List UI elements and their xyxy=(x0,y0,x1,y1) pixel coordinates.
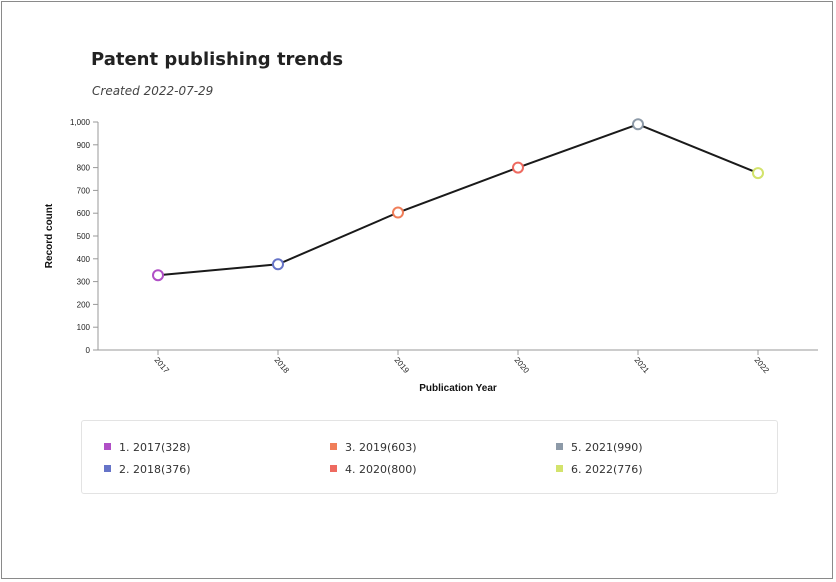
legend-label: 6. 2022(776) xyxy=(571,463,643,476)
data-point-2017[interactable] xyxy=(152,269,164,282)
legend-label: 2. 2018(376) xyxy=(119,463,191,476)
y-tick: 0 xyxy=(86,346,98,355)
y-tick-label: 600 xyxy=(77,209,91,218)
y-tick: 700 xyxy=(77,186,98,195)
legend-swatch xyxy=(104,443,111,450)
y-tick-label: 500 xyxy=(77,232,91,241)
legend: 1. 2017(328) 2. 2018(376) 3. 2019(603) 4. 2… xyxy=(81,420,778,494)
y-tick: 400 xyxy=(77,255,98,264)
legend-item-2017[interactable]: 1. 2017(328) xyxy=(104,441,191,454)
x-axis-ticks: 2017 2018 2019 2020 2021 2022 xyxy=(152,350,771,375)
y-tick: 500 xyxy=(77,232,98,241)
data-point-2018[interactable] xyxy=(272,258,284,271)
legend-item-2021[interactable]: 5. 2021(990) xyxy=(556,441,643,454)
legend-item-2022[interactable]: 6. 2022(776) xyxy=(556,463,643,476)
y-tick-label: 700 xyxy=(77,186,91,195)
data-point-2019[interactable] xyxy=(392,206,404,219)
y-axis-ticks: 0 100 200 300 400 500 600 700 800 900 1,000 xyxy=(70,118,98,355)
legend-item-2019[interactable]: 3. 2019(603) xyxy=(330,441,417,454)
y-tick: 100 xyxy=(77,323,98,332)
y-tick: 800 xyxy=(77,164,98,173)
x-tick-label: 2021 xyxy=(632,356,651,376)
x-axis: 2017 2018 2019 2020 2021 2022 Publication Yea… xyxy=(98,349,818,394)
y-axis-label: Record count xyxy=(44,203,55,268)
y-tick-label: 100 xyxy=(77,323,91,332)
legend-label: 4. 2020(800) xyxy=(345,463,417,476)
series-record-count xyxy=(152,118,764,282)
x-tick-label: 2018 xyxy=(272,356,291,376)
x-tick: 2018 xyxy=(272,350,291,375)
chart-title: Patent publishing trends xyxy=(91,49,344,70)
y-tick: 1,000 xyxy=(70,118,98,127)
x-tick: 2022 xyxy=(752,350,771,375)
y-tick-label: 300 xyxy=(77,278,91,287)
y-tick: 300 xyxy=(77,278,98,287)
legend-swatch xyxy=(556,465,563,472)
legend-item-2020[interactable]: 4. 2020(800) xyxy=(330,463,417,476)
line-chart: 0 100 200 300 400 500 600 700 800 900 1,000 Record… xyxy=(44,118,818,394)
data-point-2020[interactable] xyxy=(512,161,524,174)
y-tick-label: 0 xyxy=(86,346,91,355)
y-tick-label: 1,000 xyxy=(70,118,91,127)
legend-label: 3. 2019(603) xyxy=(345,441,417,454)
legend-label: 1. 2017(328) xyxy=(119,441,191,454)
legend-swatch xyxy=(556,443,563,450)
legend-item-2018[interactable]: 2. 2018(376) xyxy=(104,463,191,476)
x-tick: 2020 xyxy=(512,350,531,375)
series-line xyxy=(157,123,759,277)
data-point-2021[interactable] xyxy=(632,118,644,131)
x-tick: 2017 xyxy=(152,350,171,375)
x-axis-label: Publication Year xyxy=(419,383,497,394)
x-tick-label: 2022 xyxy=(752,356,771,376)
x-tick-label: 2019 xyxy=(392,356,411,376)
y-tick: 900 xyxy=(77,141,98,150)
legend-swatch xyxy=(330,465,337,472)
x-tick: 2021 xyxy=(632,350,651,375)
data-point-2022[interactable] xyxy=(752,167,764,180)
y-tick-label: 900 xyxy=(77,141,91,150)
y-tick-label: 400 xyxy=(77,255,91,264)
y-tick-label: 800 xyxy=(77,164,91,173)
legend-label: 5. 2021(990) xyxy=(571,441,643,454)
y-tick: 600 xyxy=(77,209,98,218)
x-tick: 2019 xyxy=(392,350,411,375)
x-tick-label: 2020 xyxy=(512,356,531,376)
x-tick-label: 2017 xyxy=(152,356,171,376)
chart-subtitle: Created 2022-07-29 xyxy=(92,84,214,98)
legend-swatch xyxy=(330,443,337,450)
y-axis: 0 100 200 300 400 500 600 700 800 900 1,000 Record… xyxy=(44,118,99,355)
legend-swatch xyxy=(104,465,111,472)
y-tick-label: 200 xyxy=(77,300,91,309)
y-tick: 200 xyxy=(77,300,98,309)
